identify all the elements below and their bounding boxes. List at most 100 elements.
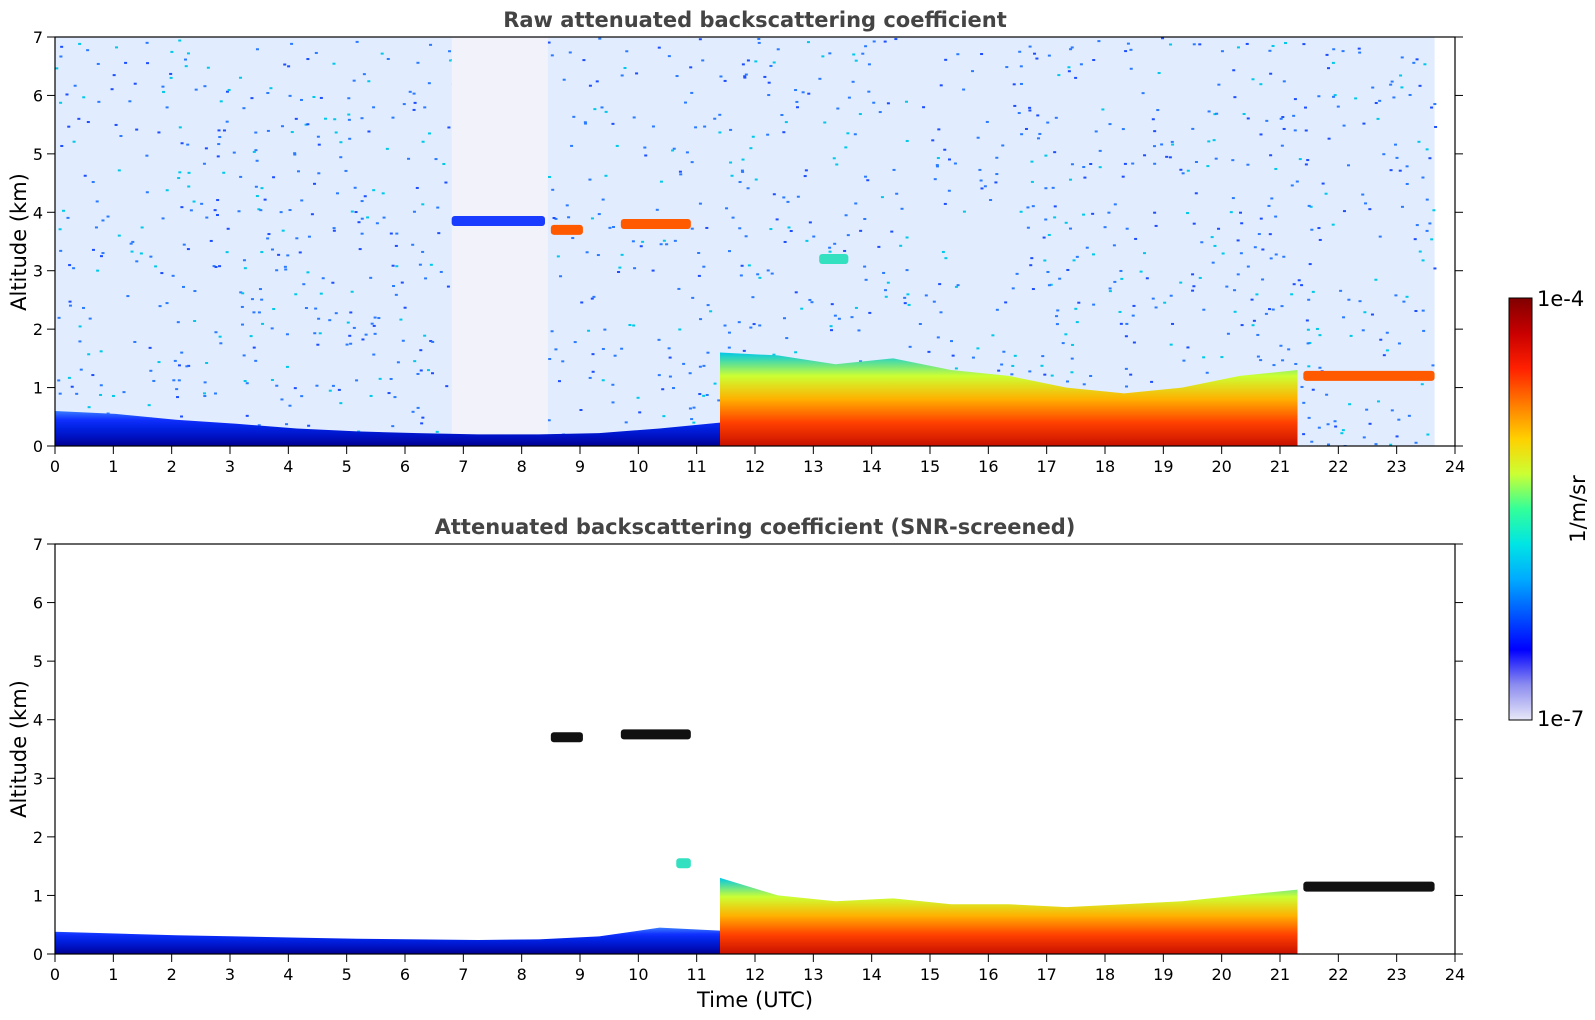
noise-speck [180, 351, 184, 354]
noise-speck [1047, 233, 1051, 236]
noise-speck [369, 276, 373, 279]
noise-speck [78, 340, 82, 343]
noise-speck [165, 302, 169, 305]
panel-raw: Raw attenuated backscattering coefficien… [7, 8, 1465, 476]
noise-speck [160, 272, 164, 275]
noise-speck [749, 326, 753, 329]
noise-speck [288, 94, 292, 97]
noise-speck [1020, 133, 1024, 136]
noise-speck [808, 298, 812, 301]
noise-speck [741, 170, 745, 173]
noise-speck [579, 409, 583, 412]
noise-speck [618, 266, 622, 269]
noise-speck [73, 84, 77, 87]
noise-speck [1220, 356, 1224, 359]
noise-speck [795, 106, 799, 109]
noise-speck [59, 101, 63, 104]
noise-speck [219, 342, 223, 345]
noise-speck [1421, 259, 1425, 262]
noise-speck [1205, 371, 1209, 374]
noise-speck [91, 181, 95, 184]
noise-speck [794, 89, 798, 92]
noise-speck [1399, 74, 1403, 77]
y-tick-label: 6 [33, 594, 43, 613]
noise-speck [344, 169, 348, 172]
noise-speck [547, 175, 551, 178]
noise-speck [1246, 163, 1250, 166]
noise-speck [943, 148, 947, 151]
noise-speck [1036, 114, 1040, 117]
noise-speck [1326, 423, 1330, 426]
noise-speck [1120, 277, 1124, 280]
noise-speck [1121, 175, 1125, 178]
x-tick-label: 24 [1445, 965, 1465, 984]
noise-speck [304, 123, 308, 126]
noise-speck [372, 353, 376, 356]
cloud-layer [1303, 370, 1435, 381]
noise-speck [638, 411, 642, 414]
noise-speck [851, 80, 855, 83]
noise-speck [249, 335, 253, 338]
noise-speck [782, 131, 786, 134]
noise-speck [1169, 43, 1173, 46]
noise-speck [1371, 86, 1375, 89]
noise-speck [147, 404, 151, 407]
noise-speck [286, 254, 290, 257]
noise-speck [1070, 371, 1074, 374]
noise-speck [804, 169, 808, 172]
noise-speck [319, 292, 323, 295]
noise-speck [1075, 321, 1079, 324]
noise-speck [608, 226, 612, 229]
noise-speck [332, 227, 336, 230]
noise-speck [1098, 166, 1102, 169]
noise-speck [1153, 162, 1157, 165]
noise-speck [60, 45, 64, 48]
noise-speck [1422, 329, 1426, 332]
noise-speck [337, 388, 341, 391]
noise-speck [568, 51, 572, 54]
noise-speck [1274, 253, 1278, 256]
noise-speck [213, 209, 217, 212]
noise-speck [135, 260, 139, 263]
noise-speck [667, 55, 671, 58]
noise-speck [1342, 210, 1346, 213]
x-tick-label: 8 [517, 457, 527, 476]
noise-speck [389, 377, 393, 380]
noise-speck [152, 379, 156, 382]
noise-speck [828, 52, 832, 55]
noise-speck [225, 90, 229, 93]
noise-speck [739, 274, 743, 277]
noise-speck [1414, 310, 1418, 313]
noise-speck [1392, 96, 1396, 99]
noise-speck [705, 226, 709, 229]
noise-speck [339, 156, 343, 159]
noise-speck [794, 291, 798, 294]
noise-speck [1030, 257, 1034, 260]
noise-speck [1013, 104, 1017, 107]
noise-speck [727, 346, 731, 349]
noise-speck [743, 75, 747, 78]
noise-speck [936, 336, 940, 339]
noise-speck [983, 185, 987, 188]
noise-speck [411, 243, 415, 246]
noise-speck [180, 415, 184, 418]
noise-speck [1038, 132, 1042, 135]
noise-speck [1379, 338, 1383, 341]
noise-speck [789, 230, 793, 233]
noise-speck [350, 210, 354, 213]
noise-speck [334, 312, 338, 315]
noise-speck [1108, 290, 1112, 293]
noise-speck [187, 185, 191, 188]
noise-speck [757, 41, 761, 44]
noise-speck [1225, 285, 1229, 288]
cloud-layer [819, 254, 849, 265]
noise-speck [1317, 426, 1321, 429]
noise-speck [880, 196, 884, 199]
noise-speck [892, 168, 896, 171]
noise-speck [429, 43, 433, 46]
noise-speck [367, 130, 371, 133]
noise-speck [421, 203, 425, 206]
noise-speck [1066, 268, 1070, 271]
noise-speck [547, 41, 551, 44]
noise-speck [176, 396, 180, 399]
